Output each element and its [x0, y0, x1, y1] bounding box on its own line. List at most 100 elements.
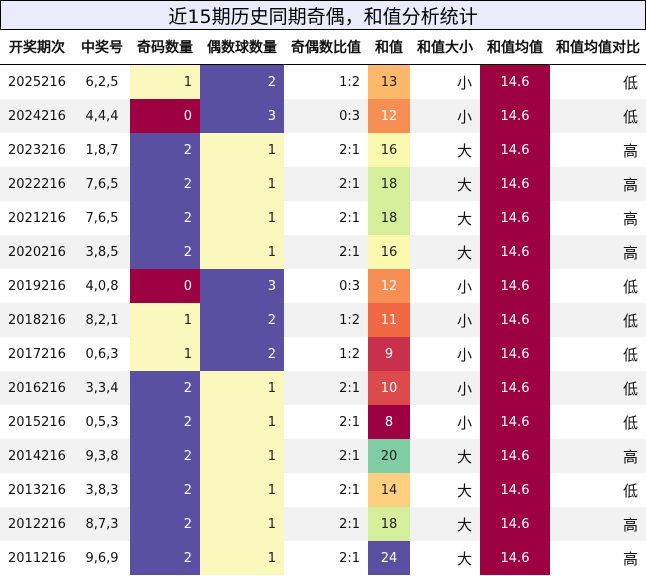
- cell-average-compare: 高: [622, 209, 638, 228]
- cell-sum-size: 大: [410, 235, 480, 269]
- cell-draw-period: 2016216: [0, 371, 74, 405]
- cell-draw-period: 2025216: [8, 74, 66, 90]
- cell-odd-count: 2: [130, 541, 200, 575]
- cell-winning-number: 3,8,3: [85, 482, 119, 498]
- cell-odd-count: 2: [130, 371, 200, 405]
- cell-sum-average: 14.6: [480, 541, 550, 575]
- cell-average-compare: 高: [550, 167, 646, 201]
- cell-sum-size: 小: [410, 371, 480, 405]
- cell-sum-average: 14.6: [480, 439, 550, 473]
- cell-odd-count: 1: [130, 303, 200, 337]
- table-row: 2022216 7,6,5 2 1 2:1 18 大 14.6 高: [0, 167, 646, 201]
- cell-average-compare: 低: [622, 277, 638, 296]
- cell-odd-even-ratio: 2:1: [284, 507, 368, 541]
- cell-even-count: 1: [200, 201, 284, 235]
- cell-even-count: 1: [200, 473, 284, 507]
- cell-sum-average: 14.6: [480, 167, 550, 201]
- cell-average-compare: 低: [550, 99, 646, 133]
- cell-odd-even-ratio: 1:2: [339, 346, 360, 362]
- cell-sum-average: 14.6: [480, 337, 550, 371]
- cell-odd-count: 1: [130, 64, 200, 99]
- cell-even-count: 1: [200, 371, 284, 405]
- chart-title: 近15期历史同期奇偶，和值分析统计: [0, 0, 646, 30]
- header-even-count: 偶数球数量: [200, 30, 284, 65]
- cell-winning-number: 3,8,5: [74, 235, 130, 269]
- table-row: 2011216 9,6,9 2 1 2:1 24 大 14.6 高: [0, 541, 646, 575]
- cell-odd-even-ratio: 2:1: [339, 482, 360, 498]
- cell-sum: 18: [368, 201, 410, 235]
- cell-draw-period: 2023216: [8, 142, 66, 158]
- cell-odd-even-ratio: 1:2: [284, 303, 368, 337]
- cell-even-count: 3: [200, 99, 284, 133]
- cell-odd-even-ratio: 2:1: [339, 142, 360, 158]
- cell-winning-number: 8,2,1: [74, 303, 130, 337]
- cell-even-count: 1: [200, 235, 284, 269]
- cell-sum: 18: [368, 167, 410, 201]
- cell-average-compare: 低: [550, 303, 646, 337]
- cell-sum-average: 14.6: [480, 507, 550, 541]
- odd-even-sum-table: 开奖期次 中奖号 奇码数量 偶数球数量 奇偶数比值 和值 和值大小 和值均值 和…: [0, 30, 646, 575]
- cell-winning-number: 7,6,5: [85, 210, 119, 226]
- cell-winning-number: 3,3,4: [74, 371, 130, 405]
- cell-odd-even-ratio: 2:1: [284, 167, 368, 201]
- cell-odd-even-ratio: 2:1: [339, 550, 360, 566]
- cell-sum: 10: [368, 371, 410, 405]
- cell-winning-number: 0,5,3: [85, 414, 119, 430]
- cell-odd-even-ratio: 2:1: [284, 371, 368, 405]
- cell-average-compare: 高: [550, 439, 646, 473]
- table-row: 2018216 8,2,1 1 2 1:2 11 小 14.6 低: [0, 303, 646, 337]
- cell-sum: 24: [368, 541, 410, 575]
- table-row: 2019216 4,0,8 0 3 0:3 12 小 14.6 低: [0, 269, 646, 303]
- cell-odd-count: 2: [130, 507, 200, 541]
- cell-even-count: 1: [200, 507, 284, 541]
- cell-draw-period: 2024216: [0, 99, 74, 133]
- cell-sum: 8: [368, 405, 410, 439]
- cell-winning-number: 0,6,3: [85, 346, 119, 362]
- cell-average-compare: 低: [622, 73, 638, 92]
- cell-average-compare: 高: [550, 235, 646, 269]
- cell-winning-number: 7,6,5: [74, 167, 130, 201]
- cell-odd-count: 1: [130, 337, 200, 371]
- header-sum: 和值: [368, 30, 410, 65]
- table-row: 2016216 3,3,4 2 1 2:1 10 小 14.6 低: [0, 371, 646, 405]
- cell-odd-count: 2: [130, 473, 200, 507]
- cell-draw-period: 2018216: [0, 303, 74, 337]
- cell-sum-size: 大: [456, 549, 472, 568]
- cell-average-compare: 低: [622, 481, 638, 500]
- cell-even-count: 1: [200, 167, 284, 201]
- cell-sum: 18: [368, 507, 410, 541]
- cell-even-count: 3: [200, 269, 284, 303]
- cell-sum-average: 14.6: [480, 64, 550, 99]
- table-row: 2012216 8,7,3 2 1 2:1 18 大 14.6 高: [0, 507, 646, 541]
- table-body: 2025216 6,2,5 1 2 1:2 13 小 14.6 低 2024216 4,4,4 0 3 0…: [0, 64, 646, 575]
- header-row: 开奖期次 中奖号 奇码数量 偶数球数量 奇偶数比值 和值 和值大小 和值均值 和…: [0, 30, 646, 65]
- cell-sum: 12: [368, 269, 410, 303]
- cell-draw-period: 2015216: [8, 414, 66, 430]
- cell-sum: 16: [368, 133, 410, 167]
- cell-odd-even-ratio: 2:1: [284, 439, 368, 473]
- cell-even-count: 1: [200, 439, 284, 473]
- cell-odd-even-ratio: 2:1: [339, 210, 360, 226]
- cell-odd-count: 0: [130, 269, 200, 303]
- cell-sum-size: 小: [410, 99, 480, 133]
- cell-sum: 12: [368, 99, 410, 133]
- cell-sum: 14: [368, 473, 410, 507]
- cell-sum: 11: [368, 303, 410, 337]
- cell-draw-period: 2019216: [8, 278, 66, 294]
- cell-winning-number: 9,6,9: [85, 550, 119, 566]
- cell-even-count: 1: [200, 133, 284, 167]
- cell-average-compare: 低: [622, 413, 638, 432]
- header-odd-even-ratio: 奇偶数比值: [284, 30, 368, 65]
- table-row: 2024216 4,4,4 0 3 0:3 12 小 14.6 低: [0, 99, 646, 133]
- table-row: 2017216 0,6,3 1 2 1:2 9 小 14.6 低: [0, 337, 646, 371]
- cell-average-compare: 低: [622, 345, 638, 364]
- header-sum-size: 和值大小: [410, 30, 480, 65]
- cell-sum-size: 小: [456, 73, 472, 92]
- cell-sum: 16: [368, 235, 410, 269]
- cell-odd-count: 2: [130, 405, 200, 439]
- cell-average-compare: 低: [550, 371, 646, 405]
- cell-sum-average: 14.6: [480, 405, 550, 439]
- table-row: 2014216 9,3,8 2 1 2:1 20 大 14.6 高: [0, 439, 646, 473]
- cell-average-compare: 高: [622, 549, 638, 568]
- cell-odd-count: 0: [130, 99, 200, 133]
